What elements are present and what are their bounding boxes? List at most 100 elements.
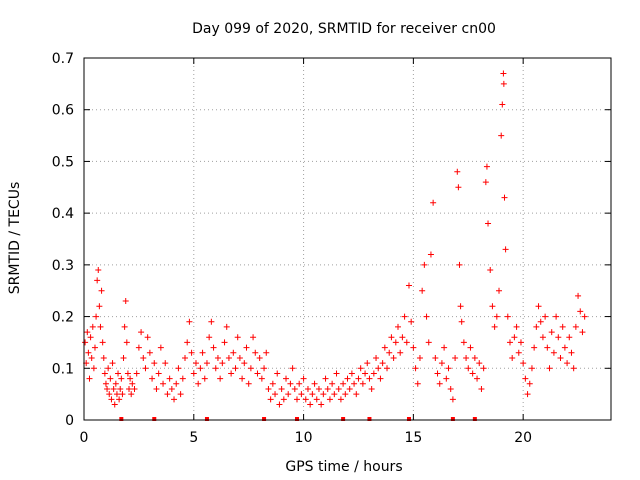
data-point — [263, 349, 270, 356]
data-point — [94, 277, 101, 284]
data-point — [280, 396, 287, 403]
data-point — [85, 349, 92, 356]
data-point — [99, 339, 106, 346]
data-point — [234, 334, 241, 341]
data-point — [112, 380, 119, 387]
data-point — [478, 385, 485, 392]
data-point — [381, 344, 388, 351]
data-point — [455, 184, 462, 191]
data-point — [131, 385, 138, 392]
data-point — [212, 365, 219, 372]
data-point — [568, 349, 575, 356]
x-tick-label: 0 — [80, 430, 89, 446]
data-point — [140, 354, 147, 361]
data-point — [129, 380, 136, 387]
data-point — [214, 354, 221, 361]
data-point — [557, 354, 564, 361]
data-point — [274, 370, 281, 377]
data-point — [416, 354, 423, 361]
data-point — [219, 360, 226, 367]
data-point — [528, 365, 535, 372]
data-point — [179, 375, 186, 382]
data-point — [375, 365, 382, 372]
data-point — [491, 323, 498, 330]
data-point — [298, 391, 305, 398]
data-point — [197, 365, 204, 372]
data-point — [110, 385, 117, 392]
data-point — [138, 329, 145, 336]
data-point — [456, 261, 463, 268]
data-point — [379, 360, 386, 367]
data-point — [171, 396, 178, 403]
y-tick-label: 0.5 — [52, 154, 74, 170]
data-point — [399, 334, 406, 341]
data-point — [121, 323, 128, 330]
data-point — [366, 375, 373, 382]
x-tick-label: 15 — [404, 430, 422, 446]
data-point — [243, 344, 250, 351]
data-point — [221, 339, 228, 346]
data-point — [524, 391, 531, 398]
data-point — [164, 391, 171, 398]
data-point — [559, 323, 566, 330]
data-point — [499, 101, 506, 108]
data-point — [96, 303, 103, 310]
data-point — [107, 375, 114, 382]
x-tick-label: 20 — [514, 430, 532, 446]
data-point — [307, 401, 314, 408]
data-point — [289, 365, 296, 372]
data-point — [509, 354, 516, 361]
data-point — [142, 365, 149, 372]
data-point — [245, 380, 252, 387]
data-point — [151, 360, 158, 367]
baseline-marker — [341, 417, 346, 421]
data-point — [359, 380, 366, 387]
data-point — [384, 365, 391, 372]
data-point — [232, 365, 239, 372]
data-point — [531, 344, 538, 351]
data-point — [395, 323, 402, 330]
data-point — [276, 401, 283, 408]
data-point — [120, 354, 127, 361]
data-point — [342, 391, 349, 398]
data-point — [188, 349, 195, 356]
data-point — [261, 365, 268, 372]
data-point — [111, 401, 118, 408]
data-point — [564, 360, 571, 367]
data-point — [353, 391, 360, 398]
data-point — [432, 354, 439, 361]
data-point — [108, 396, 115, 403]
data-point — [90, 365, 97, 372]
grid — [84, 58, 611, 420]
data-point — [412, 365, 419, 372]
data-point — [457, 303, 464, 310]
data-point — [544, 344, 551, 351]
data-point — [127, 375, 134, 382]
data-point — [441, 344, 448, 351]
data-point — [443, 375, 450, 382]
data-point — [480, 365, 487, 372]
data-point — [427, 251, 434, 258]
data-point — [390, 354, 397, 361]
data-point — [515, 349, 522, 356]
data-point — [485, 220, 492, 227]
data-point — [157, 344, 164, 351]
data-point — [315, 385, 322, 392]
data-point — [520, 360, 527, 367]
data-point — [116, 396, 123, 403]
data-point — [425, 339, 432, 346]
data-point — [553, 313, 560, 320]
data-point — [506, 339, 513, 346]
data-point — [326, 396, 333, 403]
data-point — [572, 323, 579, 330]
data-point — [278, 385, 285, 392]
data-point — [109, 360, 116, 367]
data-point — [465, 365, 472, 372]
data-point — [113, 391, 120, 398]
data-point — [89, 323, 96, 330]
data-point — [203, 360, 210, 367]
data-point — [331, 391, 338, 398]
data-point — [438, 360, 445, 367]
data-point — [97, 323, 104, 330]
data-point — [101, 370, 108, 377]
